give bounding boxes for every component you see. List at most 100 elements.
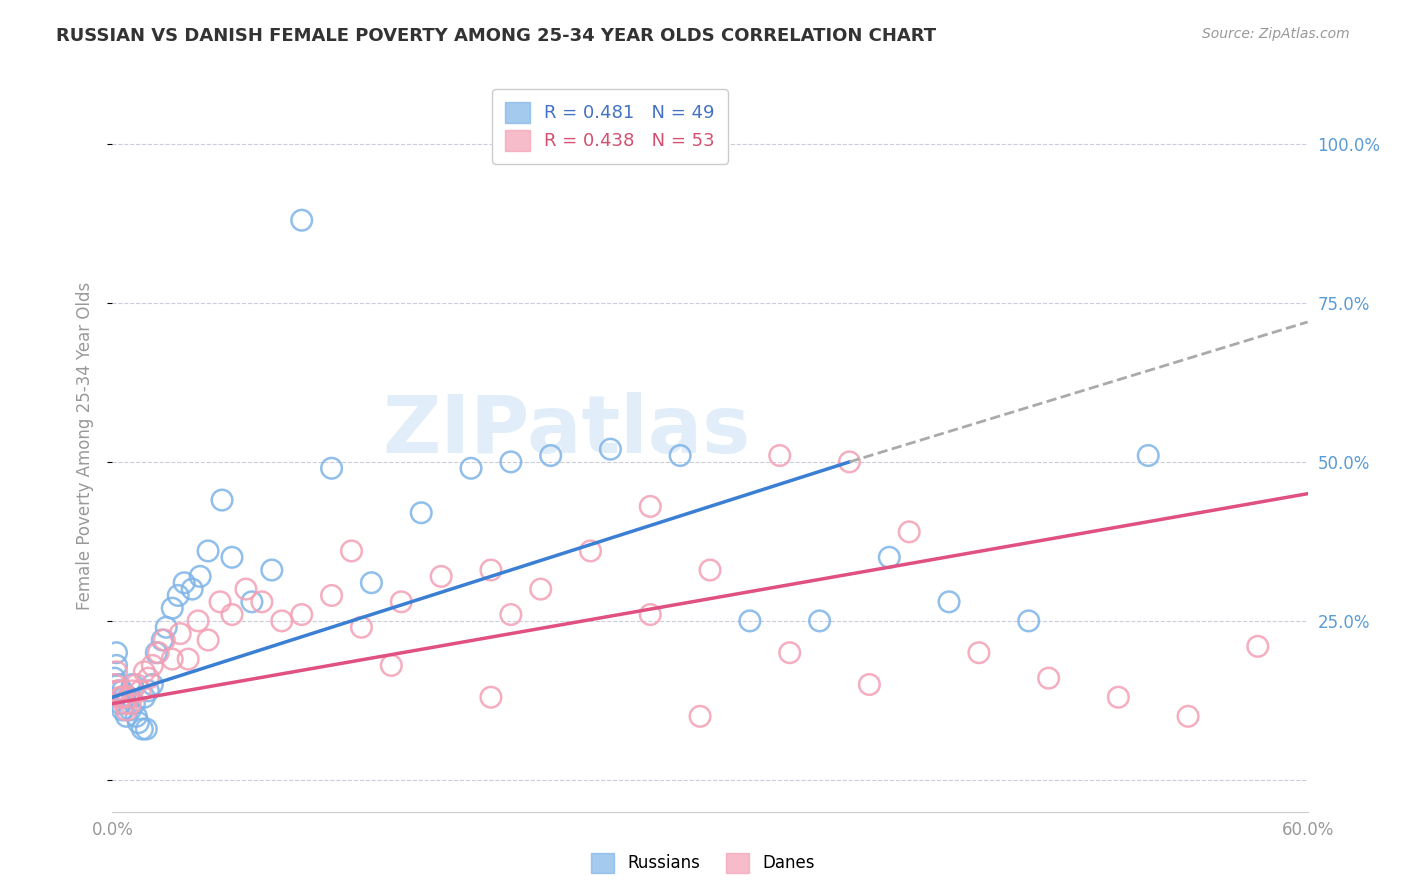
Point xyxy=(145,646,167,660)
Point xyxy=(111,690,134,705)
Point xyxy=(270,614,292,628)
Point xyxy=(148,646,170,660)
Point xyxy=(260,563,283,577)
Point xyxy=(389,595,412,609)
Point xyxy=(114,690,135,705)
Y-axis label: Female Poverty Among 25-34 Year Olds: Female Poverty Among 25-34 Year Olds xyxy=(76,282,94,610)
Point xyxy=(107,684,129,698)
Point xyxy=(129,684,152,698)
Point xyxy=(240,595,263,609)
Point xyxy=(599,442,621,457)
Point xyxy=(167,589,190,603)
Point xyxy=(105,665,128,679)
Point xyxy=(640,607,662,622)
Point xyxy=(430,569,453,583)
Point xyxy=(105,646,128,660)
Point xyxy=(738,614,761,628)
Point xyxy=(479,690,502,705)
Point xyxy=(162,652,183,666)
Point xyxy=(173,575,195,590)
Point xyxy=(221,550,243,565)
Point xyxy=(111,684,134,698)
Point xyxy=(153,632,176,647)
Point xyxy=(699,563,721,577)
Point xyxy=(187,614,209,628)
Point xyxy=(221,607,243,622)
Point xyxy=(211,493,233,508)
Point xyxy=(103,677,125,691)
Point xyxy=(879,550,901,565)
Point xyxy=(938,595,960,609)
Point xyxy=(858,677,880,691)
Point xyxy=(110,690,132,705)
Point xyxy=(120,697,142,711)
Point xyxy=(111,703,134,717)
Point xyxy=(1038,671,1060,685)
Point xyxy=(1107,690,1129,705)
Point xyxy=(155,620,177,634)
Point xyxy=(479,563,502,577)
Point xyxy=(499,607,522,622)
Point xyxy=(838,455,860,469)
Point xyxy=(110,697,132,711)
Point xyxy=(669,449,692,463)
Point xyxy=(120,703,142,717)
Point xyxy=(411,506,433,520)
Point xyxy=(1137,449,1160,463)
Point xyxy=(138,684,160,698)
Point xyxy=(321,461,343,475)
Point xyxy=(769,449,792,463)
Point xyxy=(121,677,143,691)
Point xyxy=(898,524,921,539)
Point xyxy=(177,652,200,666)
Point xyxy=(540,449,562,463)
Point xyxy=(150,632,173,647)
Point xyxy=(131,722,153,736)
Point xyxy=(107,677,129,691)
Point xyxy=(340,544,363,558)
Point xyxy=(291,213,314,227)
Point xyxy=(779,646,801,660)
Point xyxy=(197,632,219,647)
Point xyxy=(1177,709,1199,723)
Point xyxy=(530,582,553,596)
Legend: Russians, Danes: Russians, Danes xyxy=(585,847,821,880)
Point xyxy=(808,614,831,628)
Point xyxy=(188,569,211,583)
Point xyxy=(209,595,232,609)
Point xyxy=(291,607,314,622)
Point xyxy=(115,709,138,723)
Point xyxy=(360,575,382,590)
Text: RUSSIAN VS DANISH FEMALE POVERTY AMONG 25-34 YEAR OLDS CORRELATION CHART: RUSSIAN VS DANISH FEMALE POVERTY AMONG 2… xyxy=(56,27,936,45)
Point xyxy=(141,658,163,673)
Point xyxy=(321,589,343,603)
Point xyxy=(115,703,138,717)
Point xyxy=(117,690,139,705)
Point xyxy=(105,658,128,673)
Point xyxy=(235,582,257,596)
Point xyxy=(103,671,125,685)
Point xyxy=(1018,614,1040,628)
Point xyxy=(117,690,139,705)
Legend: R = 0.481   N = 49, R = 0.438   N = 53: R = 0.481 N = 49, R = 0.438 N = 53 xyxy=(492,89,728,163)
Point xyxy=(138,671,160,685)
Point xyxy=(689,709,711,723)
Point xyxy=(124,697,146,711)
Point xyxy=(135,722,157,736)
Point xyxy=(250,595,273,609)
Point xyxy=(107,684,129,698)
Text: Source: ZipAtlas.com: Source: ZipAtlas.com xyxy=(1202,27,1350,41)
Point xyxy=(134,690,156,705)
Point xyxy=(121,684,143,698)
Point xyxy=(134,665,156,679)
Point xyxy=(380,658,402,673)
Point xyxy=(181,582,204,596)
Point xyxy=(499,455,522,469)
Point xyxy=(640,500,662,514)
Point xyxy=(125,677,148,691)
Point xyxy=(197,544,219,558)
Point xyxy=(967,646,990,660)
Point xyxy=(350,620,373,634)
Point xyxy=(169,626,191,640)
Point xyxy=(460,461,482,475)
